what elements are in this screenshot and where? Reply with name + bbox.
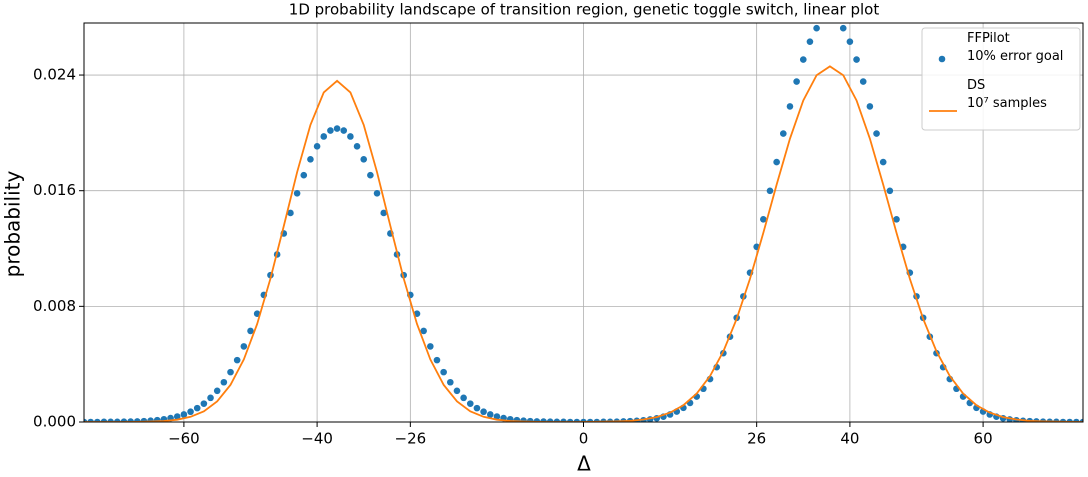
data-point — [353, 143, 361, 150]
data-point — [866, 103, 874, 110]
data-point — [447, 378, 454, 386]
y-tick-label: 0.000 — [33, 413, 76, 431]
legend-label-line: 10% error goal — [967, 49, 1063, 64]
data-point — [360, 156, 368, 163]
data-point — [380, 209, 388, 217]
data-point — [347, 133, 354, 140]
data-point — [780, 130, 787, 137]
data-point — [846, 38, 854, 45]
y-tick-label: 0.016 — [33, 181, 76, 199]
data-point — [327, 127, 334, 134]
data-point — [806, 38, 814, 45]
legend-label-line: 10⁷ samples — [967, 96, 1047, 111]
x-tick-label: −60 — [168, 430, 200, 448]
data-point — [493, 413, 501, 420]
data-point — [227, 368, 234, 376]
data-point — [879, 158, 887, 166]
data-point — [886, 187, 894, 195]
data-point — [247, 327, 254, 335]
data-point — [187, 408, 194, 416]
data-point — [420, 327, 427, 335]
data-point — [313, 143, 321, 150]
legend-label-line: DS — [967, 78, 985, 93]
data-point — [473, 404, 481, 412]
y-axis-label: probability — [1, 170, 25, 277]
data-point — [367, 171, 374, 179]
data-point — [307, 156, 314, 163]
data-point — [486, 411, 494, 418]
data-point — [786, 103, 794, 110]
data-point — [813, 24, 820, 32]
data-point — [300, 171, 308, 179]
x-axis-label: Δ — [577, 452, 591, 476]
x-tick-label: 60 — [974, 430, 993, 448]
data-point — [480, 408, 487, 416]
data-point — [173, 413, 181, 420]
data-point — [220, 378, 228, 386]
data-point — [766, 187, 774, 195]
data-point — [853, 56, 860, 63]
data-point — [233, 356, 241, 364]
data-point — [240, 343, 248, 350]
data-point — [180, 411, 188, 418]
legend-label: FFPilot 10% error goal — [967, 31, 1063, 64]
x-tick-label: −26 — [395, 430, 427, 448]
data-point — [207, 394, 214, 402]
x-tick-label: −40 — [301, 430, 333, 448]
legend-box — [921, 27, 1081, 131]
data-point — [340, 127, 348, 134]
data-point — [320, 133, 328, 140]
data-point — [427, 343, 434, 350]
data-point — [453, 387, 461, 395]
data-point — [466, 400, 474, 407]
chart-title: 1D probability landscape of transition r… — [289, 1, 880, 19]
legend-label: DS 10⁷ samples — [967, 78, 1047, 111]
x-tick-label: 40 — [840, 430, 859, 448]
data-point — [873, 130, 880, 137]
data-point — [193, 404, 201, 412]
y-tick-label: 0.008 — [33, 297, 76, 315]
legend: FFPilot 10% error goal DS 10⁷ samples — [921, 27, 1081, 131]
data-point — [859, 78, 867, 85]
x-tick-label: 26 — [747, 430, 766, 448]
data-point — [773, 158, 780, 166]
data-point — [433, 356, 441, 364]
data-point — [440, 368, 447, 376]
data-point — [799, 56, 807, 63]
data-point — [793, 78, 800, 85]
data-point — [293, 189, 301, 197]
data-point — [760, 216, 767, 223]
data-point — [287, 209, 294, 217]
data-point — [333, 125, 341, 132]
y-tick-label: 0.024 — [33, 66, 76, 84]
data-point — [460, 394, 467, 402]
data-point — [213, 387, 221, 395]
data-point — [200, 400, 208, 407]
data-point — [893, 216, 900, 223]
legend-label-line: FFPilot — [967, 31, 1010, 46]
data-point — [373, 189, 381, 197]
legend-marker — [938, 55, 946, 63]
x-tick-label: 0 — [579, 430, 589, 448]
data-point — [839, 24, 847, 32]
